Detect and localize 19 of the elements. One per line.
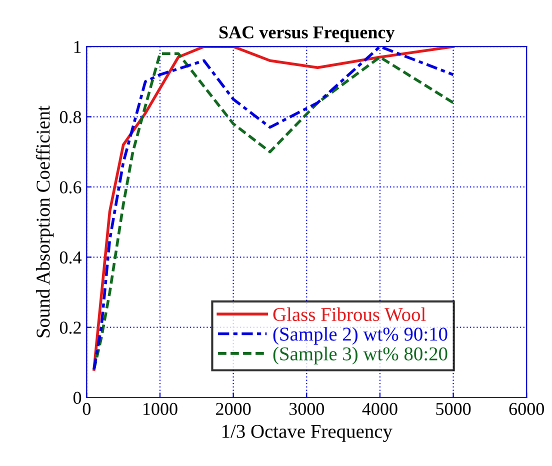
x-tick-label: 3000 xyxy=(289,402,324,416)
legend-label: (Sample 3) wt% 80:20 xyxy=(273,346,448,364)
y-tick-label: 0.4 xyxy=(60,251,82,264)
legend-label: (Sample 2) wt% 90:10 xyxy=(273,327,448,345)
x-tick-label: 6000 xyxy=(509,402,544,416)
chart-title: SAC versus Frequency xyxy=(219,26,395,42)
y-tick-label: 0.6 xyxy=(60,181,82,194)
y-tick-label: 0.2 xyxy=(60,322,81,334)
y-tick-label: 0 xyxy=(73,392,82,404)
x-tick-label: 4000 xyxy=(362,402,398,416)
x-tick-label: 2000 xyxy=(216,402,251,416)
y-tick-label: 1 xyxy=(74,40,81,53)
y-tick-label: 0.8 xyxy=(60,111,82,124)
x-tick-label: 1000 xyxy=(144,402,178,416)
x-tick-label: 0 xyxy=(82,402,90,416)
y-axis-title: Sound Absorption Coefficient xyxy=(36,106,54,338)
legend-label: Glass Fibrous Wool xyxy=(273,307,426,322)
x-tick-label: 5000 xyxy=(436,402,471,416)
x-axis-title: 1/3 Octave Frequency xyxy=(222,424,392,442)
